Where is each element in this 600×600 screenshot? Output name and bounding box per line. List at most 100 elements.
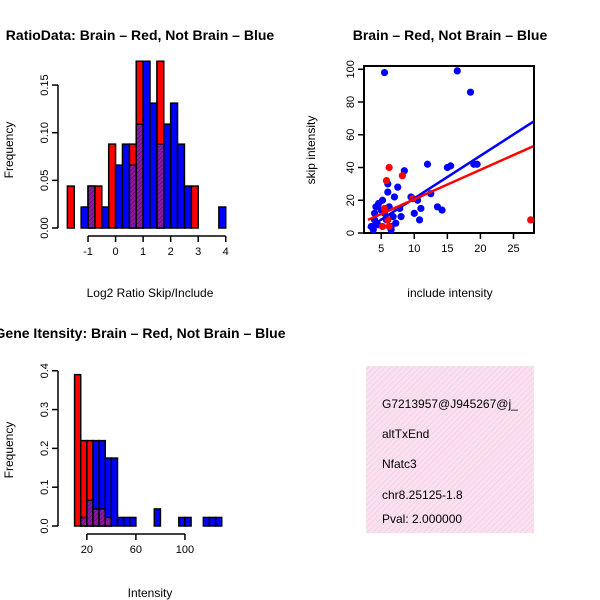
intensity-scatter-x-tick-label: 15 (441, 243, 453, 255)
fit-line-brain (367, 145, 534, 222)
scatter-point-not-brain (473, 160, 481, 168)
intensity-histogram-bar (208, 516, 217, 527)
intensity-scatter-x-tick-label: 25 (507, 243, 519, 255)
intensity-scatter-y-tick-label: 80 (345, 96, 357, 108)
intensity-scatter-marks (367, 67, 534, 233)
scatter-point-not-brain (378, 196, 387, 204)
ratio-histogram-bar (176, 143, 186, 229)
intensity-scatter-y-tick-label: 100 (345, 60, 357, 78)
ratio-histogram-bar (114, 164, 124, 229)
ratio-histogram-bar (107, 143, 117, 229)
ratio-histogram-bar (142, 60, 151, 229)
intensity-histogram-overlap-bar (86, 499, 94, 527)
scatter-point-brain (527, 216, 534, 224)
info-box-pval: Pval: 2.000000 (382, 512, 462, 526)
ratio-histogram-ylabel: Frequency (2, 122, 16, 179)
intensity-scatter-ylabel: skip intensity (304, 116, 318, 185)
ratio-histogram-bar (66, 185, 76, 229)
scatter-point-brain (385, 163, 393, 172)
scatter-point-not-brain (390, 193, 399, 201)
intensity-histogram-title: Gene Itensity: Brain – Red, Not Brain – … (0, 325, 286, 341)
ratio-histogram-x-tick-label: 1 (140, 246, 146, 258)
intensity-scatter: Brain – Red, Not Brain – Blue include in… (304, 27, 547, 300)
ratio-histogram-xlabel: Log2 Ratio Skip/Include (87, 286, 214, 300)
intensity-histogram-y-tick-label: 0.4 (39, 363, 51, 378)
ratio-histogram-x-tick-label: 3 (195, 246, 201, 258)
intensity-histogram-bar (153, 508, 162, 527)
ratio-histogram-bar (183, 185, 193, 229)
ratio-histogram-x-tick-label: 0 (113, 246, 119, 258)
scatter-point-not-brain (380, 68, 389, 77)
scatter-point-not-brain (389, 213, 397, 221)
ratio-histogram-y-tick-label: 0.00 (39, 217, 51, 238)
scatter-point-not-brain (417, 204, 425, 213)
ratio-histogram-bar (80, 206, 89, 229)
intensity-scatter-y-tick-label: 60 (345, 129, 357, 141)
scatter-point-not-brain (423, 160, 432, 168)
intensity-histogram-bar (104, 457, 113, 527)
ratio-histogram: RatioData: Brain – Red, Not Brain – Blue… (2, 27, 274, 300)
ratio-histogram-bar (218, 206, 227, 229)
fit-line-not-brain (367, 120, 534, 230)
ratio-histogram-bar (169, 102, 179, 229)
scatter-point-not-brain (466, 88, 475, 96)
intensity-scatter-xlabel: include intensity (407, 286, 492, 300)
intensity-scatter-title: Brain – Red, Not Brain – Blue (353, 27, 548, 43)
ratio-histogram-bar (101, 206, 110, 229)
ratio-histogram-y-tick-label: 0.05 (39, 170, 51, 191)
intensity-histogram-bar (202, 516, 211, 527)
intensity-histogram-overlap-bar (104, 516, 113, 527)
ratio-histogram-overlap-bar (156, 143, 165, 229)
info-box: G7213957@J945267@j_ altTxEnd Nfatc3 chr8… (366, 366, 534, 533)
intensity-scatter-y-tick-label: 0 (345, 230, 357, 236)
scatter-point-not-brain (369, 226, 377, 233)
scatter-point-not-brain (384, 188, 392, 196)
info-box-line-4: chr8.25125-1.8 (382, 488, 463, 502)
intensity-histogram-x-tick-label: 60 (130, 544, 142, 556)
intensity-scatter-x-tick-label: 10 (408, 243, 420, 255)
intensity-histogram-overlap-bar (98, 508, 106, 527)
scatter-point-not-brain (410, 209, 418, 217)
intensity-scatter-y-tick-label: 40 (345, 161, 357, 173)
scatter-point-not-brain (453, 67, 461, 75)
ratio-histogram-overlap-bar (135, 123, 144, 229)
scatter-point-not-brain (392, 219, 400, 227)
scatter-point-not-brain (397, 213, 405, 221)
ratio-histogram-title: RatioData: Brain – Red, Not Brain – Blue (6, 27, 275, 43)
scatter-point-not-brain (415, 216, 424, 224)
ratio-histogram-x-tick-label: -1 (83, 246, 93, 258)
scatter-point-brain (378, 222, 387, 231)
intensity-scatter-x-tick-label: 5 (378, 243, 384, 255)
ratio-histogram-overlap-bar (128, 164, 137, 229)
intensity-histogram-axes: 20 60 100 0.0 0.1 0.2 0.3 0.4 (39, 363, 194, 556)
scatter-point-brain (384, 216, 392, 224)
intensity-scatter-x-tick-label: 20 (474, 243, 486, 255)
ratio-histogram-bar (163, 123, 172, 229)
intensity-histogram-bars (73, 373, 223, 527)
info-box-line-1: G7213957@J945267@j_ (382, 397, 518, 411)
intensity-histogram-bar (184, 516, 192, 527)
ratio-histogram-y-tick-label: 0.10 (39, 122, 51, 143)
intensity-scatter-frame (363, 65, 535, 234)
scatter-point-brain (382, 177, 391, 185)
info-box-line-3: Nfatc3 (382, 457, 417, 471)
ratio-histogram-y-tick-label: 0.15 (39, 74, 51, 95)
intensity-histogram-ylabel: Frequency (2, 422, 16, 479)
ratio-histogram-overlap-bar (87, 185, 96, 229)
ratio-histogram-axes: -1 0 1 2 3 4 0.00 0.05 0.10 0.15 (39, 74, 229, 258)
intensity-scatter-plot-area (367, 67, 534, 233)
intensity-histogram-y-tick-label: 0.0 (39, 518, 51, 533)
ratio-histogram-bars (66, 60, 227, 229)
scatter-point-brain (385, 222, 393, 231)
intensity-histogram-bar (214, 516, 223, 527)
scatter-point-brain (398, 172, 406, 180)
ratio-histogram-x-tick-label: 2 (168, 246, 174, 258)
scatter-point-not-brain (438, 206, 446, 214)
ratio-histogram-bar (190, 185, 199, 229)
scatter-point-not-brain (394, 183, 402, 191)
ratio-histogram-bar (94, 185, 103, 229)
intensity-histogram-y-tick-label: 0.2 (39, 441, 51, 456)
ratio-histogram-bar (149, 102, 158, 229)
intensity-scatter-axes: 5 10 15 20 25 0 20 40 60 80 100 (345, 60, 520, 255)
